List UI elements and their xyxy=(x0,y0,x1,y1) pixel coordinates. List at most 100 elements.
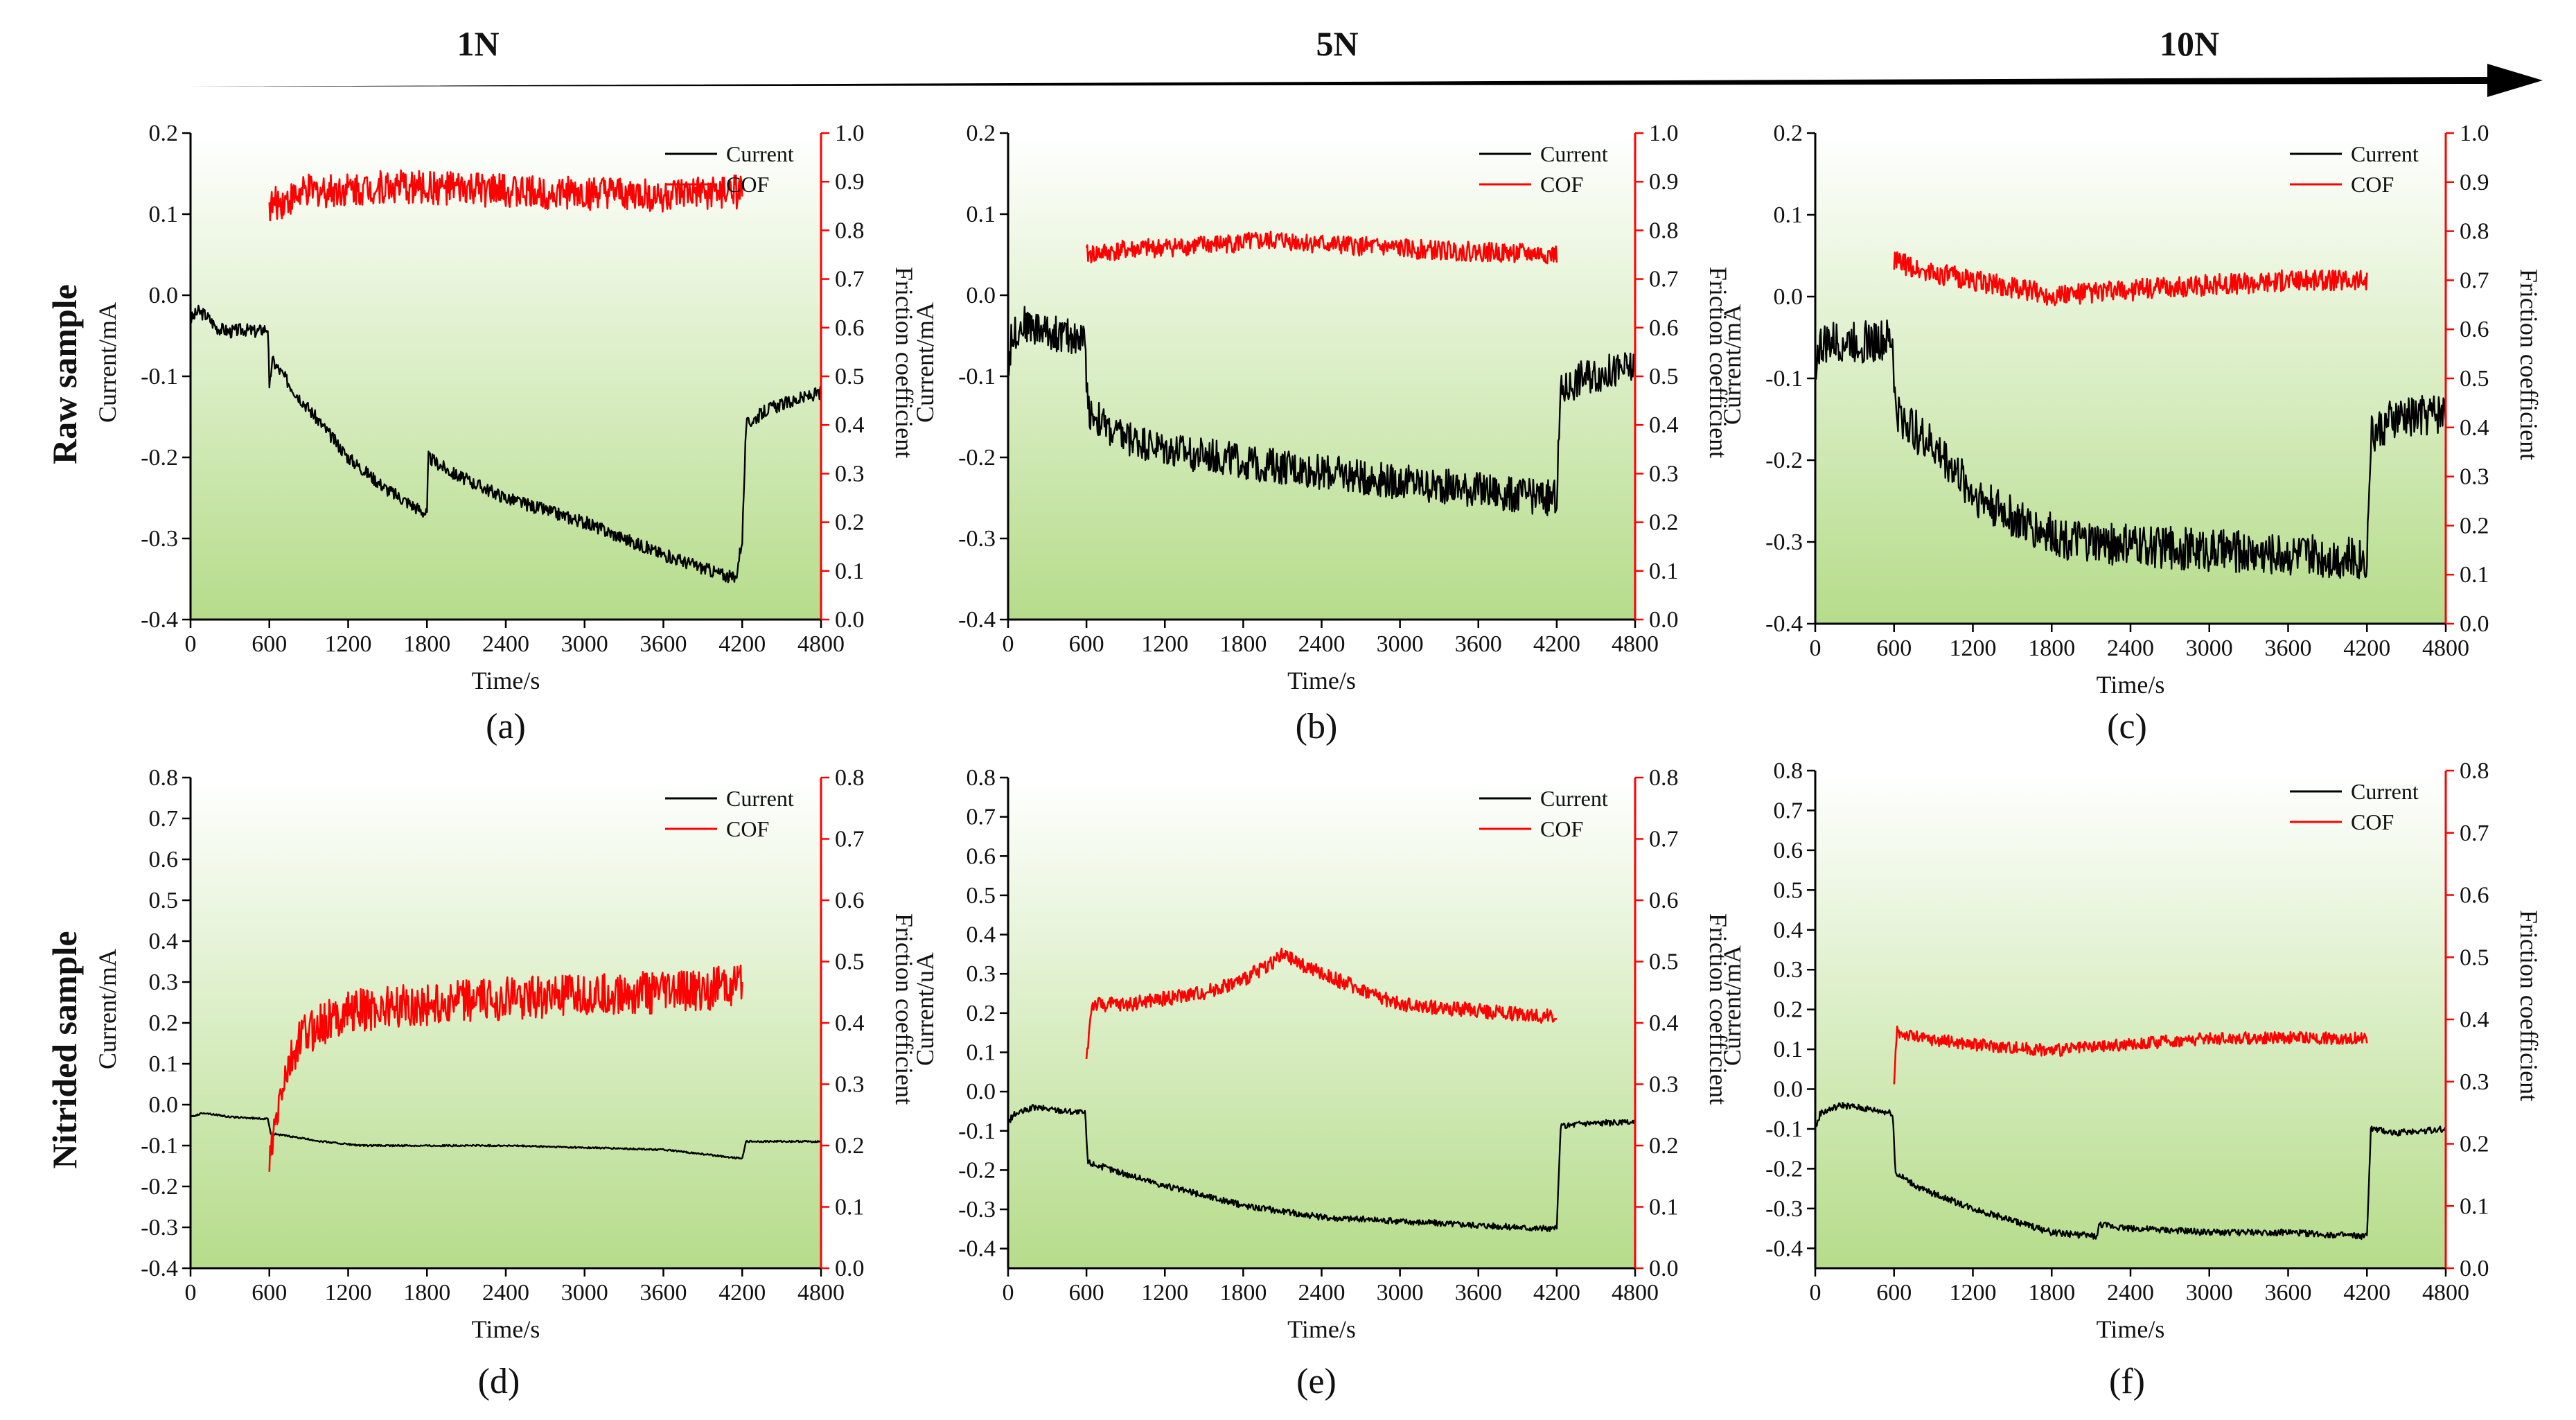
x-tick-label: 4200 xyxy=(2343,1280,2390,1306)
y2-tick-label: 0.8 xyxy=(1649,218,1679,243)
y2-axis-label: Friction coefficient xyxy=(890,913,918,1105)
panel-caption: (f) xyxy=(2109,1362,2145,1401)
y-tick-label: -0.2 xyxy=(141,445,178,471)
y-tick-label: -0.2 xyxy=(141,1174,178,1200)
series-line-cof xyxy=(268,169,743,222)
y-tick-label: -0.1 xyxy=(1765,366,1803,392)
x-tick-label: 1200 xyxy=(1950,636,1997,661)
y2-tick-label: 0.1 xyxy=(1649,1195,1679,1220)
x-tick-label: 4200 xyxy=(1533,1280,1580,1306)
x-tick-label: 3600 xyxy=(2265,1280,2312,1306)
panel-caption: (a) xyxy=(486,707,526,746)
x-tick-label: 0 xyxy=(185,631,197,657)
x-tick-label: 4800 xyxy=(2422,636,2469,661)
x-tick-label: 1800 xyxy=(2028,636,2075,661)
y2-tick-label: 0.5 xyxy=(835,364,865,389)
x-tick-label: 1200 xyxy=(1950,1280,1997,1306)
y2-tick-label: 0.7 xyxy=(1649,827,1679,852)
y-tick-label: 0.7 xyxy=(149,806,179,832)
series-line-cof xyxy=(1085,230,1558,265)
x-tick-label: 0 xyxy=(1810,636,1821,661)
y-tick-label: -0.1 xyxy=(958,1119,996,1144)
plot-area xyxy=(191,133,821,620)
x-tick-label: 3600 xyxy=(640,1280,687,1306)
series-line-current xyxy=(189,1112,822,1160)
x-tick-label: 3000 xyxy=(2186,1280,2233,1306)
y-tick-label: 0.8 xyxy=(967,765,996,791)
legend-label-cof: COF xyxy=(1540,172,1583,197)
y2-tick-label: 0.4 xyxy=(835,412,865,438)
series-line-current xyxy=(1814,319,2447,579)
y-tick-label: 0.8 xyxy=(149,765,179,791)
x-tick-label: 0 xyxy=(1003,631,1014,657)
x-tick-label: 4800 xyxy=(1612,631,1659,657)
y2-tick-label: 0.6 xyxy=(835,888,865,913)
y2-tick-label: 0.8 xyxy=(1649,765,1679,791)
legend-label-cof: COF xyxy=(2351,172,2394,197)
series-line-current xyxy=(1814,1102,2446,1241)
y2-tick-label: 0.7 xyxy=(835,827,865,852)
y-tick-label: 0.1 xyxy=(1774,1037,1803,1062)
x-tick-label: 2400 xyxy=(2107,1280,2154,1306)
y-tick-label: 0.4 xyxy=(967,922,996,948)
y2-tick-label: 0.9 xyxy=(2460,170,2489,195)
y-tick-label: 0.4 xyxy=(149,929,179,954)
y2-tick-label: 0.8 xyxy=(835,765,865,791)
y2-tick-label: 0.5 xyxy=(2460,366,2489,392)
y2-tick-label: 0.9 xyxy=(835,169,865,195)
x-axis-label: Time/s xyxy=(2097,671,2165,699)
legend-label-current: Current xyxy=(2351,779,2419,804)
x-tick-label: 1200 xyxy=(1141,1280,1188,1306)
x-tick-label: 2400 xyxy=(482,631,529,657)
y-tick-label: -0.3 xyxy=(1765,1196,1803,1222)
x-tick-label: 2400 xyxy=(1298,631,1346,657)
y2-tick-label: 0.1 xyxy=(835,1195,865,1220)
x-tick-label: 2400 xyxy=(1298,1280,1346,1306)
y-tick-label: -0.1 xyxy=(958,364,996,389)
y-tick-label: -0.4 xyxy=(141,607,178,633)
y2-tick-label: 0.0 xyxy=(2460,611,2489,637)
y2-axis-label: Friction coefficient xyxy=(2515,910,2543,1101)
plot-area xyxy=(1008,778,1635,1268)
x-tick-label: 3000 xyxy=(1377,631,1424,657)
y-tick-label: 0.2 xyxy=(149,1010,179,1036)
y-tick-label: 0.0 xyxy=(1774,284,1803,310)
chart-panel-f: 0 600 1200 1800 2400 3000 3600 4200 4800 -0.4 -0.3… xyxy=(1718,758,2543,1401)
y-axis-label: Current/mA xyxy=(1718,945,1746,1066)
y2-tick-label: 0.4 xyxy=(2460,1007,2489,1033)
y2-tick-label: 0.4 xyxy=(1649,412,1679,438)
x-tick-label: 0 xyxy=(185,1280,197,1306)
x-tick-label: 0 xyxy=(1810,1280,1821,1306)
y-tick-label: 0.6 xyxy=(967,843,996,869)
y2-tick-label: 0.6 xyxy=(1649,315,1679,341)
y2-tick-label: 0.8 xyxy=(2460,758,2489,784)
x-axis-label: Time/s xyxy=(472,1315,540,1343)
y-tick-label: 0.5 xyxy=(1774,877,1803,903)
legend-label-cof: COF xyxy=(1540,816,1583,841)
y2-tick-label: 0.1 xyxy=(2460,562,2489,588)
y2-tick-label: 0.7 xyxy=(2460,268,2489,293)
panel-caption: (b) xyxy=(1296,707,1338,746)
y-tick-label: 0.0 xyxy=(149,1092,179,1118)
row-label-nitrided: Nitrided sample xyxy=(45,931,84,1168)
y2-tick-label: 0.0 xyxy=(835,1256,865,1281)
y-tick-label: -0.2 xyxy=(958,445,996,471)
y2-tick-label: 0.5 xyxy=(1649,949,1679,975)
x-tick-label: 3000 xyxy=(2186,636,2233,661)
y2-tick-label: 1.0 xyxy=(835,121,865,146)
y-tick-label: 0.5 xyxy=(967,883,996,909)
y2-tick-label: 0.3 xyxy=(2460,1069,2489,1095)
y-tick-label: -0.4 xyxy=(958,607,996,633)
y2-tick-label: 0.9 xyxy=(1649,169,1679,195)
y-tick-label: 0.5 xyxy=(149,888,179,913)
y2-tick-label: 1.0 xyxy=(2460,121,2489,146)
y-tick-label: 0.2 xyxy=(1774,121,1803,146)
load-label-1n: 1N xyxy=(457,24,499,63)
x-tick-label: 4800 xyxy=(2422,1280,2469,1306)
legend-label-current: Current xyxy=(726,786,794,811)
y2-tick-label: 0.5 xyxy=(835,949,865,975)
y2-tick-label: 0.3 xyxy=(1649,461,1679,487)
load-label-10n: 10N xyxy=(2160,24,2219,63)
y2-tick-label: 0.8 xyxy=(2460,219,2489,245)
